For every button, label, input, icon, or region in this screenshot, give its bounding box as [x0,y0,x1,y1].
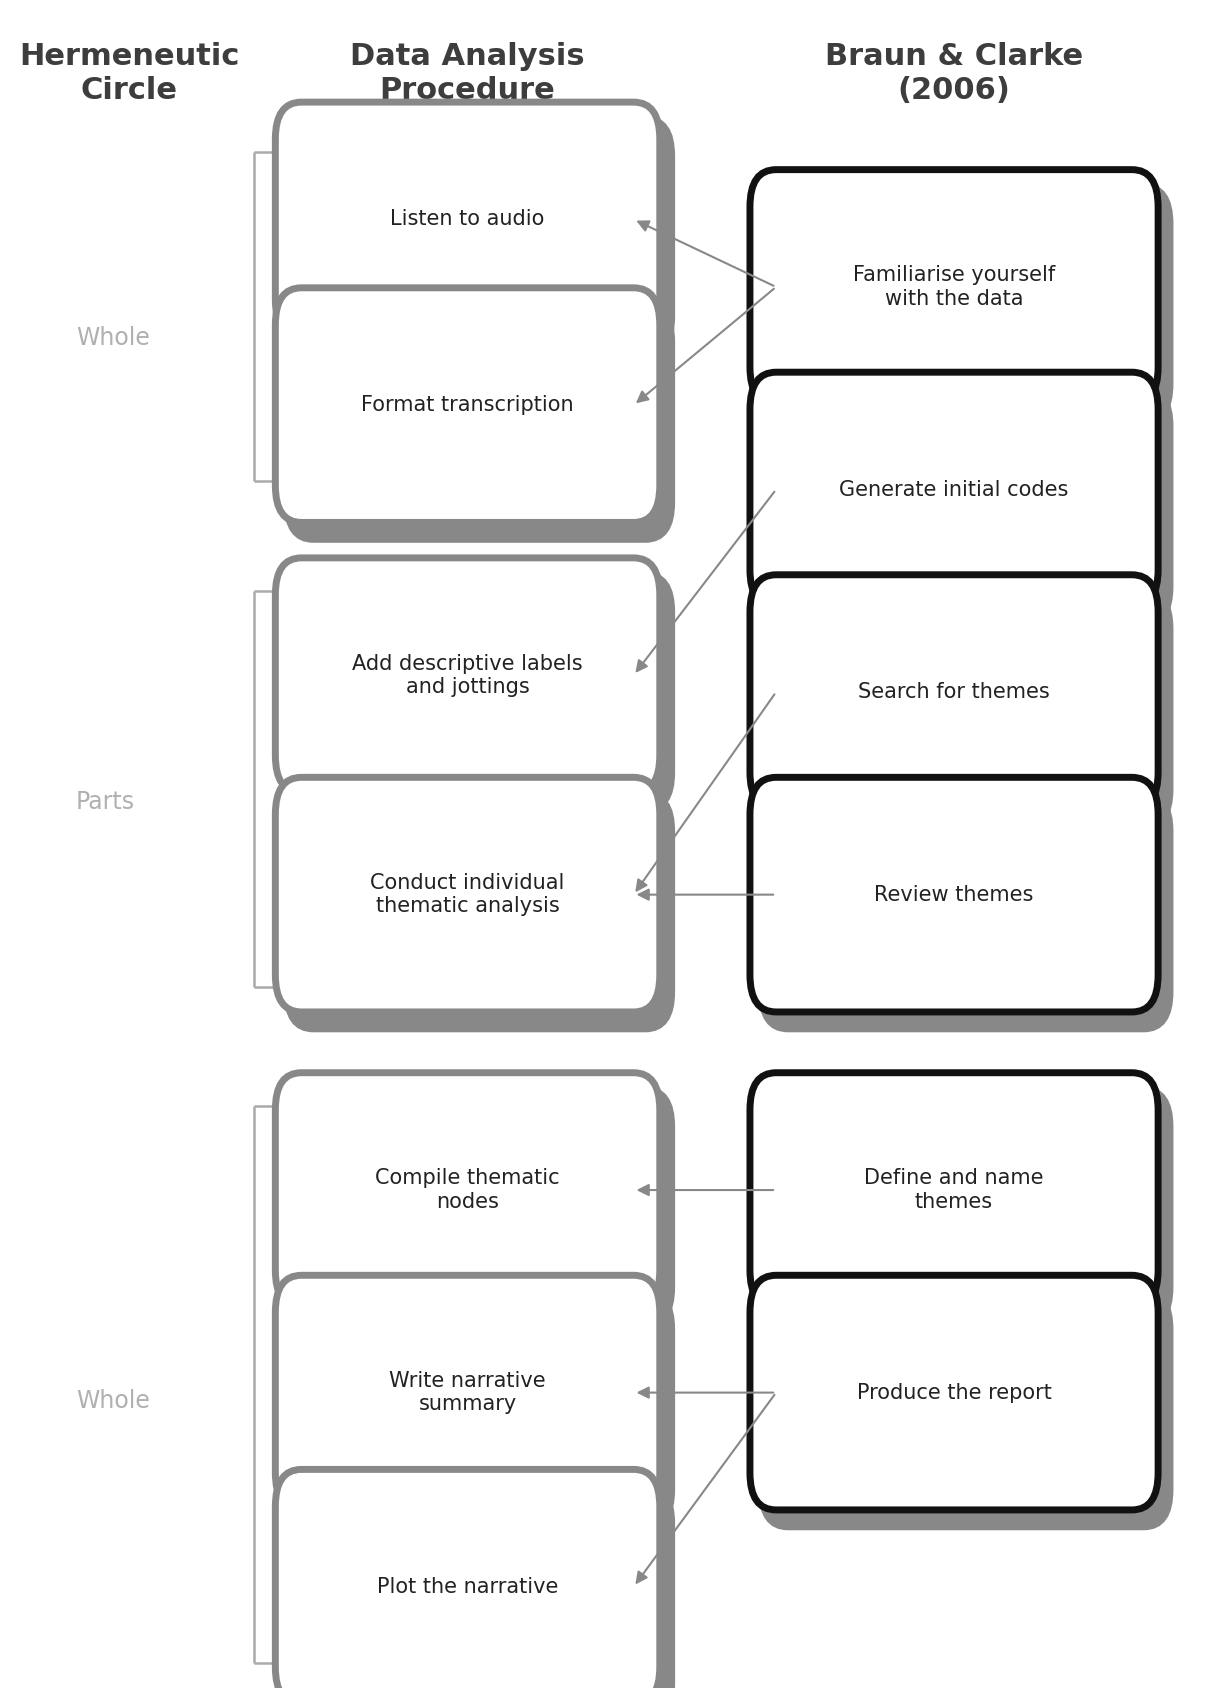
FancyBboxPatch shape [276,1469,659,1688]
FancyBboxPatch shape [287,1090,672,1323]
Text: Parts: Parts [76,790,136,814]
FancyBboxPatch shape [750,776,1158,1013]
Text: Search for themes: Search for themes [858,682,1050,702]
Text: Hermeneutic
Circle: Hermeneutic Circle [20,42,239,105]
Text: Add descriptive labels
and jottings: Add descriptive labels and jottings [352,653,582,697]
FancyBboxPatch shape [276,103,659,338]
Text: Compile thematic
nodes: Compile thematic nodes [375,1168,560,1212]
FancyBboxPatch shape [762,1293,1170,1526]
FancyBboxPatch shape [762,187,1170,422]
FancyBboxPatch shape [276,1276,659,1509]
FancyBboxPatch shape [287,1487,672,1688]
Text: Listen to audio: Listen to audio [391,209,545,230]
Text: Write narrative
summary: Write narrative summary [389,1371,546,1415]
FancyBboxPatch shape [276,559,659,793]
FancyBboxPatch shape [750,170,1158,405]
FancyBboxPatch shape [287,574,672,810]
FancyBboxPatch shape [287,118,672,354]
Text: Review themes: Review themes [874,885,1034,905]
FancyBboxPatch shape [287,795,672,1030]
FancyBboxPatch shape [750,1276,1158,1509]
Text: Whole: Whole [76,1389,150,1413]
Text: Whole: Whole [76,326,150,349]
FancyBboxPatch shape [750,373,1158,608]
FancyBboxPatch shape [750,574,1158,810]
FancyBboxPatch shape [762,390,1170,625]
FancyBboxPatch shape [750,1074,1158,1307]
FancyBboxPatch shape [762,1090,1170,1323]
Text: Data Analysis
Procedure: Data Analysis Procedure [350,42,585,105]
Text: Braun & Clarke
(2006): Braun & Clarke (2006) [825,42,1083,105]
Text: Define and name
themes: Define and name themes [864,1168,1044,1212]
FancyBboxPatch shape [762,592,1170,827]
FancyBboxPatch shape [287,1293,672,1526]
Text: Plot the narrative: Plot the narrative [377,1577,558,1597]
Text: Format transcription: Format transcription [361,395,574,415]
Text: Conduct individual
thematic analysis: Conduct individual thematic analysis [370,873,565,917]
FancyBboxPatch shape [276,776,659,1013]
FancyBboxPatch shape [287,306,672,540]
FancyBboxPatch shape [276,1074,659,1307]
FancyBboxPatch shape [762,795,1170,1030]
Text: Familiarise yourself
with the data: Familiarise yourself with the data [853,265,1055,309]
FancyBboxPatch shape [276,287,659,523]
Text: Generate initial codes: Generate initial codes [839,479,1068,500]
Text: Produce the report: Produce the report [857,1382,1051,1403]
